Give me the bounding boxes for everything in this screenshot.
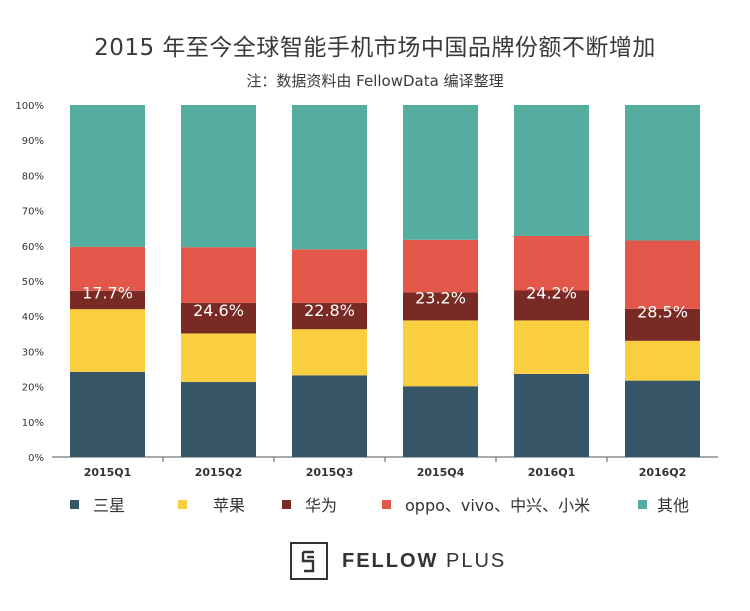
legend-swatch-other (638, 499, 647, 509)
bar-segment-3 (625, 240, 700, 309)
bar-segment-1 (70, 309, 145, 372)
data-label: 22.8% (304, 301, 355, 320)
legend-label: 三星 (93, 496, 126, 515)
legend-label: 其他 (657, 496, 690, 515)
legend-swatch-samsung (70, 499, 79, 509)
bar-segment-0 (181, 382, 256, 457)
bar-segment-2 (625, 308, 700, 341)
bar-segment-3 (403, 239, 478, 293)
y-tick-label: 70% (22, 207, 44, 218)
legend-item-other: 其他 (638, 492, 689, 516)
x-tick-label: 2015Q3 (306, 466, 354, 479)
logo-text-light: PLUS (446, 549, 507, 572)
bar-segment-3 (292, 249, 367, 303)
y-tick-label: 30% (22, 347, 44, 358)
bar-segment-2 (403, 292, 478, 321)
legend-item-huawei: 华为 (282, 492, 337, 516)
bar-segment-3 (514, 235, 589, 291)
bar-segment-1 (181, 333, 256, 383)
x-tick-label: 2015Q4 (417, 466, 465, 479)
bar-segment-0 (403, 386, 478, 457)
y-tick-label: 10% (22, 418, 44, 429)
chart-subtitle: 注：数据资料由 FellowData 编译整理 (246, 72, 504, 90)
bar-segment-1 (625, 340, 700, 381)
bar-segment-2 (292, 302, 367, 330)
bar-segment-4 (514, 105, 589, 236)
data-label: 24.6% (193, 301, 244, 320)
bar-segment-4 (625, 105, 700, 241)
legend-label: 苹果 (213, 496, 246, 515)
data-label: 24.2% (526, 283, 577, 302)
data-label: 28.5% (637, 303, 688, 322)
y-tick-label: 80% (22, 171, 44, 182)
y-tick-label: 90% (22, 136, 44, 147)
legend: 三星 苹果 华为 oppo、vivo、中兴、小米 其他 (60, 492, 740, 516)
y-tick-label: 50% (22, 277, 44, 288)
x-tick-label: 2016Q1 (528, 466, 576, 479)
fellow-plus-wordmark: FELLOW PLUS (342, 550, 506, 573)
bar-segment-4 (403, 105, 478, 240)
data-label: 17.7% (82, 283, 133, 302)
y-tick-label: 40% (22, 312, 44, 323)
logo-text-bold: FELLOW (342, 549, 439, 572)
bar-segment-3 (181, 247, 256, 303)
bar-segment-0 (70, 371, 145, 457)
bar-segment-2 (181, 302, 256, 334)
legend-swatch-others-chinese (382, 499, 391, 509)
bar-segment-0 (514, 373, 589, 457)
legend-item-samsung: 三星 (70, 492, 125, 516)
bar-segment-0 (292, 375, 367, 457)
y-tick-label: 60% (22, 242, 44, 253)
y-tick-label: 0% (28, 453, 44, 464)
bar-segment-3 (70, 246, 145, 291)
legend-item-others-chinese: oppo、vivo、中兴、小米 (382, 492, 590, 516)
bar-segment-2 (70, 290, 145, 310)
x-tick-label: 2015Q1 (84, 466, 132, 479)
legend-item-apple: 苹果 (178, 492, 245, 516)
legend-swatch-apple (178, 499, 187, 509)
chart-title: 2015 年至今全球智能手机市场中国品牌份额不断增加 (94, 35, 656, 61)
fellow-plus-logo: FELLOW PLUS (290, 540, 506, 582)
legend-label: 华为 (305, 496, 338, 515)
x-tick-label: 2016Q2 (639, 466, 687, 479)
legend-swatch-huawei (282, 499, 291, 509)
bar-segment-4 (70, 105, 145, 247)
bar-segment-0 (625, 380, 700, 457)
bar-segment-4 (181, 105, 256, 248)
fellow-plus-logo-mark (290, 542, 328, 580)
bar-segment-1 (403, 320, 478, 387)
bar-segment-2 (514, 290, 589, 321)
bar-segment-4 (292, 105, 367, 250)
legend-label: oppo、vivo、中兴、小米 (405, 496, 591, 515)
data-label: 23.2% (415, 289, 466, 308)
bar-segment-1 (514, 320, 589, 374)
y-tick-label: 100% (15, 101, 44, 112)
bar-segment-1 (292, 329, 367, 376)
y-tick-label: 20% (22, 383, 44, 394)
x-tick-label: 2015Q2 (195, 466, 243, 479)
